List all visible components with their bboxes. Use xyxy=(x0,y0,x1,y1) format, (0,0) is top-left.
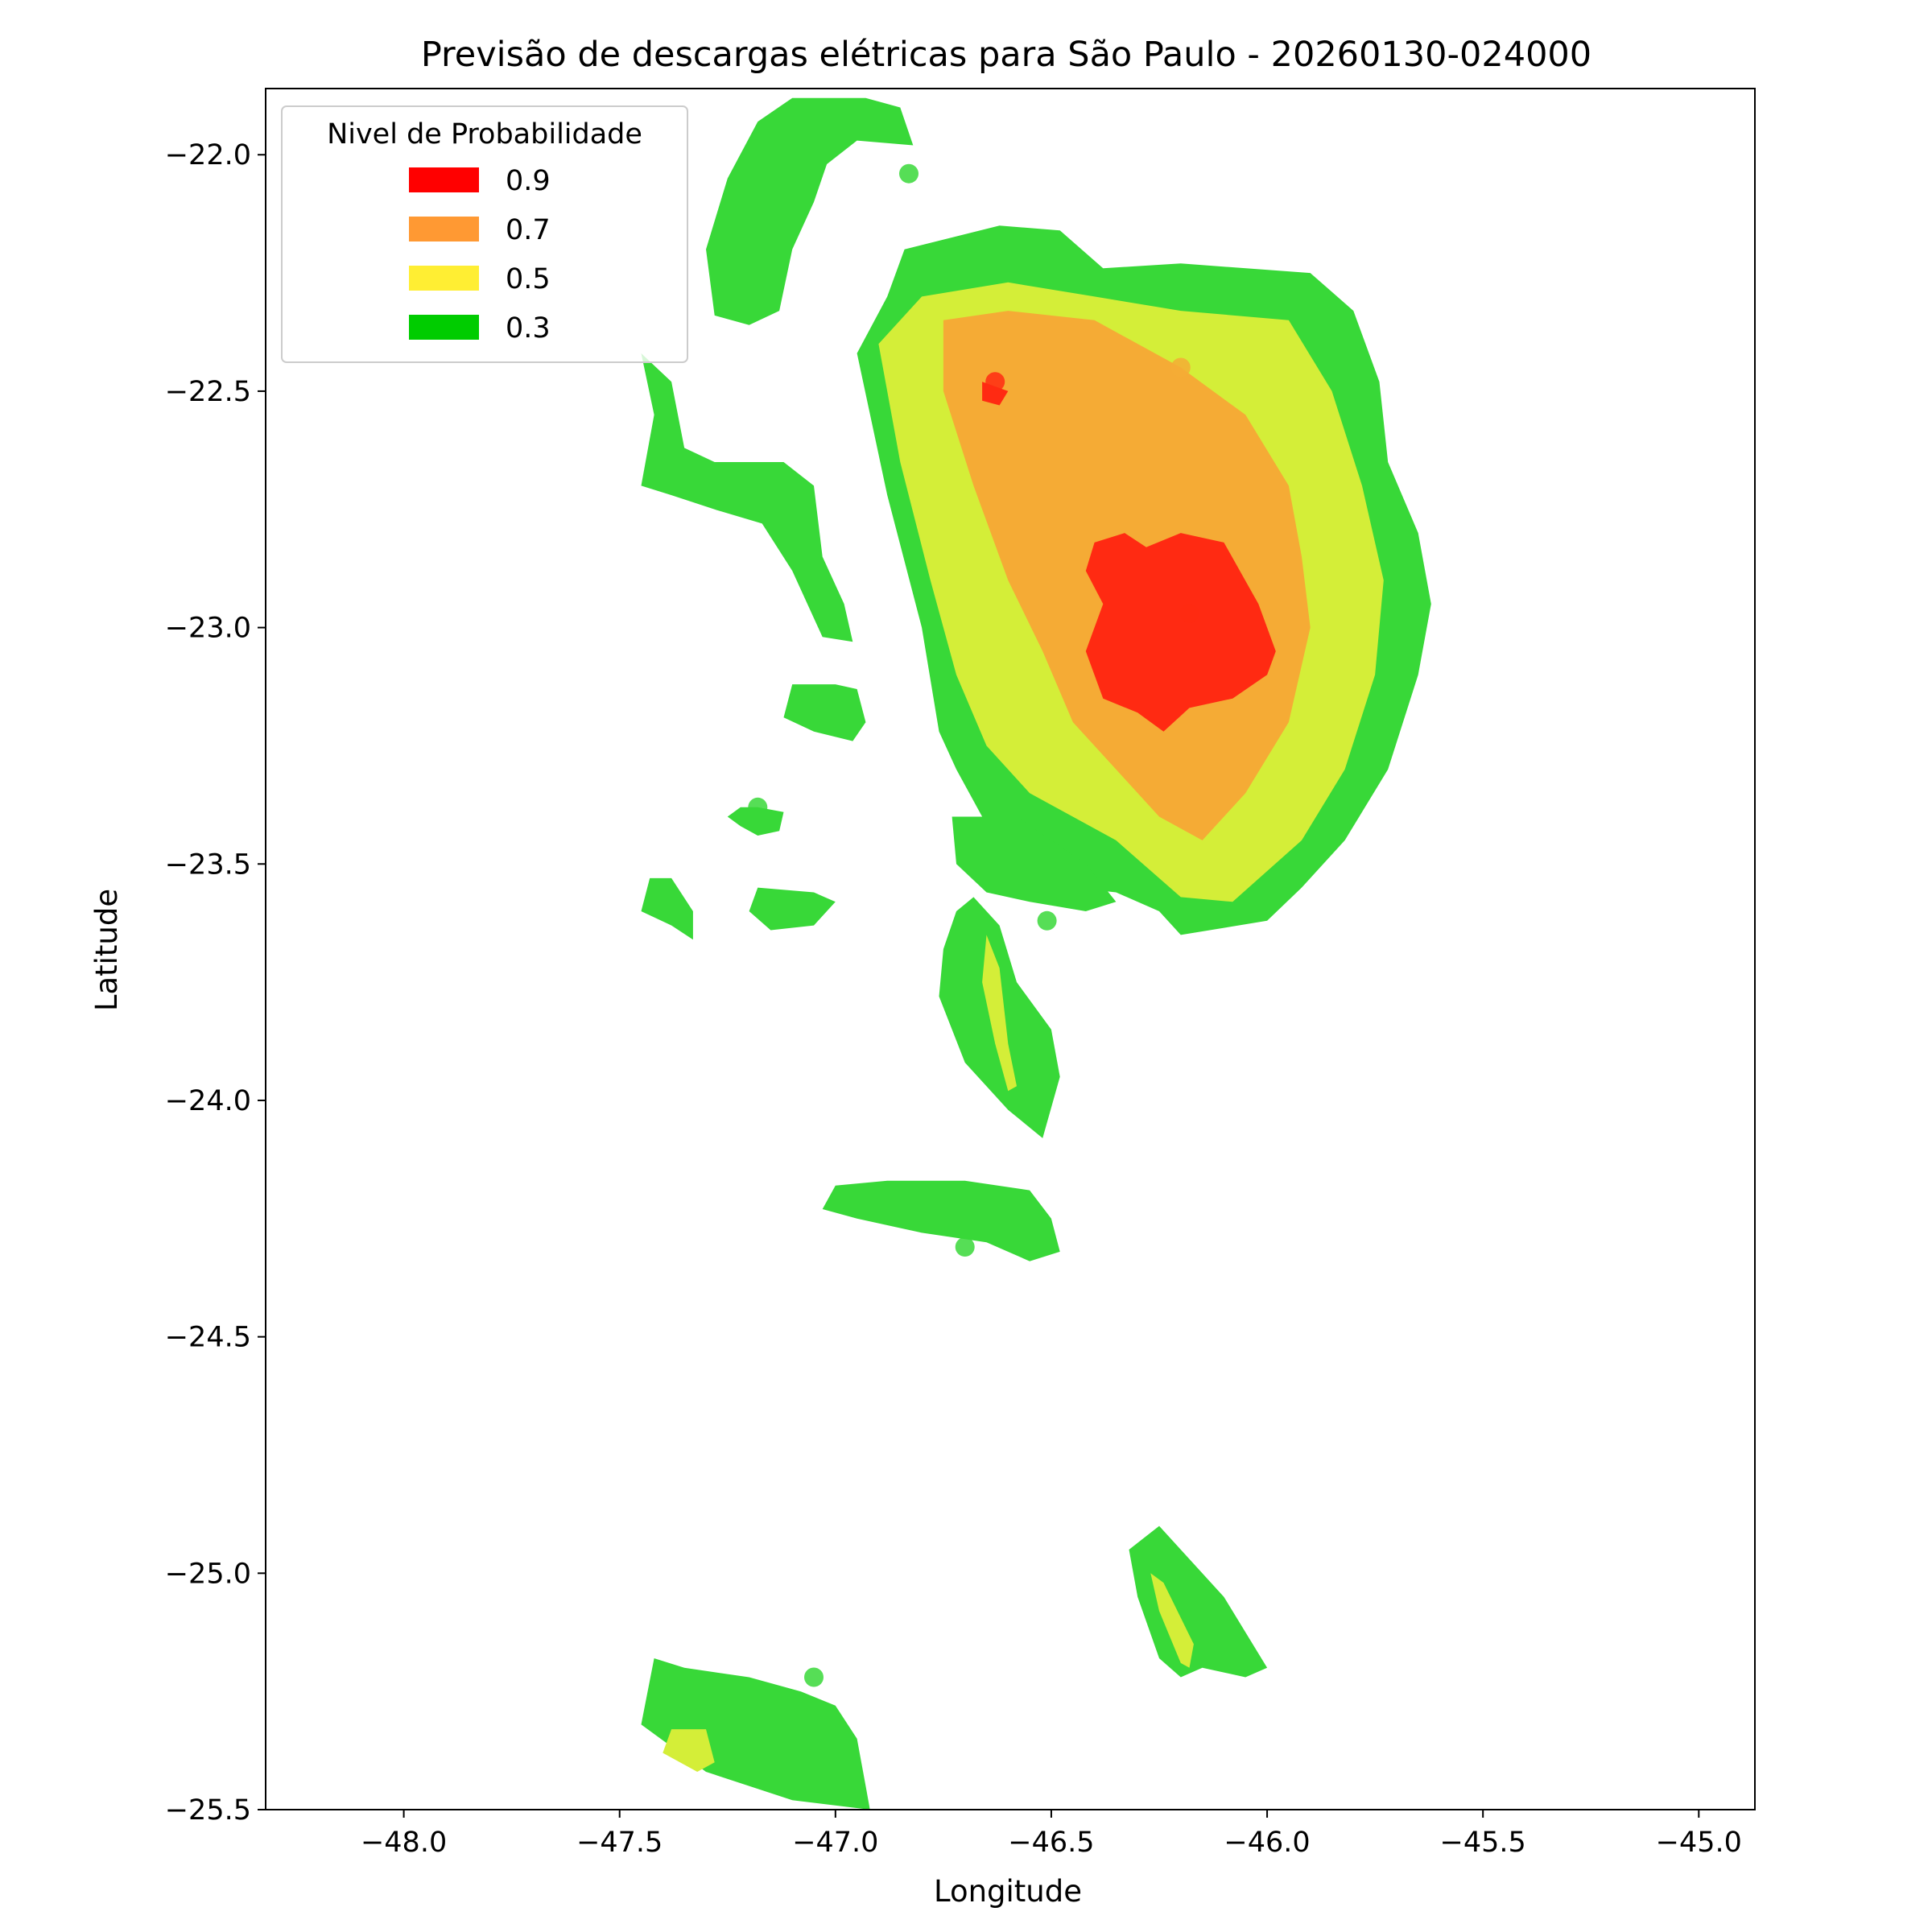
x-tick-label-0: −48.0 xyxy=(361,1827,447,1859)
y-axis-ticks: −22.0 −22.5 −23.0 −23.5 −24.0 −24.5 −25.0 −25.5 xyxy=(165,139,266,1827)
y-tick-label-7: −25.5 xyxy=(165,1794,251,1827)
probability-point-4 xyxy=(748,797,768,817)
y-tick-label-6: −25.0 xyxy=(165,1558,251,1590)
region-level-03-8 xyxy=(727,807,784,836)
region-level-03-9 xyxy=(641,877,693,940)
legend-label-0: 0.9 xyxy=(506,165,551,197)
y-tick-label-4: −24.0 xyxy=(165,1085,251,1117)
region-level-05-18 xyxy=(663,1729,715,1772)
region-level-03-17 xyxy=(641,1658,870,1810)
legend-label-2: 0.5 xyxy=(506,263,551,295)
region-level-03-11 xyxy=(952,816,1117,911)
legend-swatch-3 xyxy=(409,315,479,340)
y-tick-label-0: −22.0 xyxy=(165,139,251,171)
probability-point-2 xyxy=(1170,357,1191,378)
legend-swatch-2 xyxy=(409,266,479,291)
probability-point-3 xyxy=(899,163,919,184)
plot-frame xyxy=(265,88,1756,1810)
region-level-03-14 xyxy=(822,1180,1060,1261)
plot-title: Previsão de descargas elétricas para São… xyxy=(421,35,1591,75)
x-tick-label-1: −47.5 xyxy=(576,1827,663,1859)
y-axis-label: Latitude xyxy=(89,889,124,1011)
x-axis-ticks: −48.0 −47.5 −47.0 −46.5 −46.0 −45.5 −45.0 xyxy=(361,1810,1742,1859)
x-tick-label-6: −45.0 xyxy=(1656,1827,1742,1859)
legend-label-3: 0.3 xyxy=(506,312,551,345)
region-level-03-5 xyxy=(706,97,914,325)
x-tick-label-5: −45.5 xyxy=(1440,1827,1526,1859)
probability-regions xyxy=(641,97,1431,1810)
region-level-03-15 xyxy=(1129,1525,1268,1678)
probability-point-6 xyxy=(955,1237,975,1257)
y-tick-label-1: −22.5 xyxy=(165,376,251,408)
legend-swatch-1 xyxy=(409,217,479,242)
legend: Nivel de Probabilidade 0.9 0.7 0.5 0.3 xyxy=(281,105,688,363)
y-tick-label-5: −24.5 xyxy=(165,1322,251,1354)
legend-title: Nivel de Probabilidade xyxy=(327,118,642,151)
probability-points xyxy=(748,163,1199,1687)
region-level-09-3 xyxy=(1085,533,1276,732)
legend-box xyxy=(281,105,688,363)
region-level-03-10 xyxy=(749,887,836,931)
probability-point-7 xyxy=(804,1667,824,1687)
region-level-03-6 xyxy=(641,353,853,642)
probability-point-0 xyxy=(985,372,1005,392)
region-level-05-13 xyxy=(982,935,1017,1092)
probability-point-1 xyxy=(1179,604,1199,623)
y-tick-label-3: −23.5 xyxy=(165,848,251,881)
legend-label-1: 0.7 xyxy=(506,214,551,246)
y-tick-label-2: −23.0 xyxy=(165,613,251,645)
probability-point-5 xyxy=(1037,910,1057,931)
x-axis-label: Longitude xyxy=(934,1874,1082,1909)
plot-area xyxy=(265,88,1756,1810)
x-tick-label-3: −46.5 xyxy=(1008,1827,1094,1859)
x-tick-label-4: −46.0 xyxy=(1224,1827,1310,1859)
region-level-03-7 xyxy=(783,684,866,741)
x-tick-label-2: −47.0 xyxy=(792,1827,878,1859)
legend-swatch-0 xyxy=(409,167,479,192)
region-level-05-16 xyxy=(1150,1573,1194,1668)
legend-entries: 0.9 0.7 0.5 0.3 xyxy=(409,165,551,345)
